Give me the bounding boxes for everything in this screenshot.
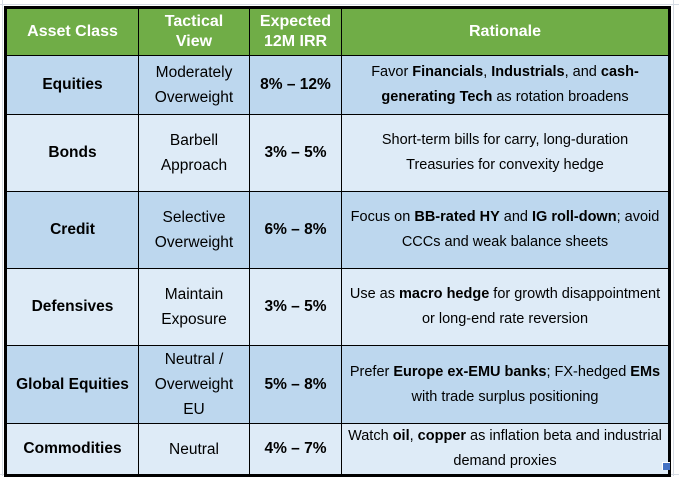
irr-cell[interactable]: 6% – 8%: [249, 191, 342, 269]
asset-class-label: Global Equities: [16, 375, 129, 393]
asset-allocation-table: Asset Class Tactical View Expected 12M I…: [4, 6, 671, 477]
rationale-cell[interactable]: Focus on BB-rated HY and IG roll-down; a…: [341, 191, 670, 269]
asset-class-label: Defensives: [31, 298, 114, 315]
table-row: Global Equities Neutral / Overweight EU …: [5, 344, 670, 425]
rationale-cell[interactable]: Watch oil, copper as inflation beta and …: [341, 423, 670, 477]
asset-class-cell[interactable]: Global Equities: [5, 344, 139, 425]
rationale-segment: BB-rated HY: [414, 209, 500, 225]
column-header-tactical-view[interactable]: Tactical View: [138, 7, 250, 56]
tactical-view-label: Maintain Exposure: [161, 285, 227, 328]
rationale-segment: Industrials: [491, 64, 565, 80]
rationale-segment: EMs: [630, 363, 661, 380]
rationale-text: Use as macro hedge for growth disappoint…: [350, 286, 660, 327]
rationale-cell[interactable]: Short-term bills for carry, long-duratio…: [341, 114, 670, 192]
rationale-segment: ; avoid CCCs and weak balance sheets: [401, 209, 660, 250]
table-body: Equities Moderately Overweight 8% – 12% …: [5, 55, 670, 477]
rationale-segment: , and: [564, 64, 601, 80]
gridline: [673, 0, 674, 476]
table-row: Commodities Neutral 4% – 7% Watch oil, c…: [5, 423, 670, 477]
irr-value: 3% – 5%: [264, 144, 327, 161]
column-header-asset-class[interactable]: Asset Class: [5, 7, 139, 56]
table-row: Bonds Barbell Approach 3% – 5% Short-ter…: [5, 114, 670, 192]
rationale-segment: oil: [392, 428, 410, 445]
tactical-view-label: Barbell Approach: [160, 131, 228, 174]
tactical-view-cell[interactable]: Neutral: [138, 423, 250, 477]
rationale-segment: Focus on: [350, 209, 415, 225]
rationale-cell[interactable]: Favor Financials, Industrials, and cash-…: [341, 55, 670, 115]
rationale-text: Prefer Europe ex-EMU banks; FX-hedged EM…: [350, 364, 660, 405]
rationale-segment: macro hedge: [399, 286, 490, 302]
rationale-segment: cash-generating Tech: [381, 64, 639, 105]
selection-fill-handle[interactable]: [662, 462, 670, 470]
irr-cell[interactable]: 4% – 7%: [249, 423, 342, 477]
rationale-segment: ,: [409, 428, 418, 445]
asset-class-cell[interactable]: Commodities: [5, 423, 139, 477]
irr-value: 5% – 8%: [264, 375, 327, 393]
asset-class-label: Bonds: [48, 144, 97, 161]
rationale-segment: ,: [483, 64, 492, 80]
rationale-segment: Short-term bills for carry, long-duratio…: [381, 132, 629, 173]
rationale-segment: copper: [417, 428, 467, 445]
tactical-view-cell[interactable]: Barbell Approach: [138, 114, 250, 192]
column-header-label: Tactical View: [164, 13, 224, 50]
asset-class-cell[interactable]: Credit: [5, 191, 139, 269]
rationale-segment: Prefer: [349, 363, 394, 380]
column-header-expected-12m-irr[interactable]: Expected 12M IRR: [249, 7, 342, 56]
table-row: Defensives Maintain Exposure 3% – 5% Use…: [5, 268, 670, 346]
asset-class-cell[interactable]: Bonds: [5, 114, 139, 192]
tactical-view-label: Moderately Overweight: [154, 63, 234, 106]
irr-cell[interactable]: 8% – 12%: [249, 55, 342, 115]
rationale-cell[interactable]: Prefer Europe ex-EMU banks; FX-hedged EM…: [341, 344, 670, 425]
rationale-segment: IG roll-down: [532, 209, 617, 225]
rationale-text: Focus on BB-rated HY and IG roll-down; a…: [351, 209, 660, 250]
column-header-label: Expected 12M IRR: [259, 13, 332, 50]
irr-cell[interactable]: 3% – 5%: [249, 114, 342, 192]
rationale-segment: Favor: [371, 64, 413, 80]
tactical-view-label: Selective Overweight: [154, 208, 234, 251]
column-header-rationale[interactable]: Rationale: [341, 7, 670, 56]
rationale-segment: Europe ex-EMU banks: [393, 363, 547, 380]
rationale-cell[interactable]: Use as macro hedge for growth disappoint…: [341, 268, 670, 346]
rationale-segment: as rotation broadens: [492, 89, 629, 105]
tactical-view-label: Neutral: [169, 440, 219, 458]
tactical-view-cell[interactable]: Maintain Exposure: [138, 268, 250, 346]
tactical-view-label: Neutral / Overweight EU: [154, 351, 234, 419]
tactical-view-cell[interactable]: Selective Overweight: [138, 191, 250, 269]
header-row: Asset Class Tactical View Expected 12M I…: [5, 7, 670, 56]
column-header-label: Rationale: [468, 23, 541, 40]
rationale-segment: and: [499, 209, 532, 225]
rationale-text: Favor Financials, Industrials, and cash-…: [371, 64, 639, 105]
asset-class-cell[interactable]: Defensives: [5, 268, 139, 346]
rationale-text: Short-term bills for carry, long-duratio…: [382, 132, 628, 173]
irr-value: 8% – 12%: [260, 76, 331, 93]
asset-class-cell[interactable]: Equities: [5, 55, 139, 115]
gridline: [0, 4, 679, 5]
rationale-segment: for growth disappointment or long-end ra…: [421, 286, 661, 327]
rationale-segment: as inflation beta and industrial demand …: [453, 428, 662, 470]
rationale-segment: ; FX-hedged: [546, 363, 631, 380]
asset-class-label: Equities: [42, 76, 103, 93]
rationale-segment: Watch: [348, 428, 393, 445]
table-row: Equities Moderately Overweight 8% – 12% …: [5, 55, 670, 115]
rationale-text: Watch oil, copper as inflation beta and …: [348, 428, 662, 469]
gridline: [2, 0, 3, 476]
rationale-segment: Use as: [349, 286, 400, 302]
irr-value: 6% – 8%: [264, 221, 327, 238]
irr-value: 4% – 7%: [264, 440, 327, 458]
irr-cell[interactable]: 3% – 5%: [249, 268, 342, 346]
table-header: Asset Class Tactical View Expected 12M I…: [5, 7, 670, 56]
irr-value: 3% – 5%: [264, 298, 327, 315]
asset-class-label: Credit: [50, 221, 95, 238]
rationale-segment: Financials: [412, 64, 484, 80]
rationale-segment: with trade surplus positioning: [411, 388, 599, 405]
irr-cell[interactable]: 5% – 8%: [249, 344, 342, 425]
tactical-view-cell[interactable]: Moderately Overweight: [138, 55, 250, 115]
column-header-label: Asset Class: [27, 23, 118, 40]
table-row: Credit Selective Overweight 6% – 8% Focu…: [5, 191, 670, 269]
asset-class-label: Commodities: [23, 440, 122, 458]
tactical-view-cell[interactable]: Neutral / Overweight EU: [138, 344, 250, 425]
